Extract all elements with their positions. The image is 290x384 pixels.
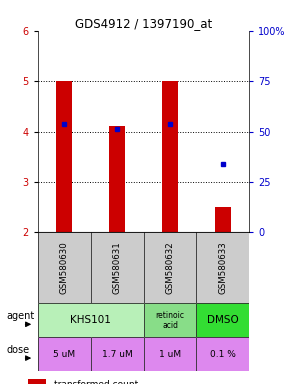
Bar [56,81,72,232]
Text: 1.7 uM: 1.7 uM [102,349,133,359]
Text: transformed count: transformed count [54,380,138,384]
Text: 1 uM: 1 uM [159,349,181,359]
Text: 0.1 %: 0.1 % [210,349,236,359]
FancyBboxPatch shape [90,232,144,303]
Bar [109,126,125,232]
Bar [28,379,46,384]
Bar [162,81,178,232]
Text: 5 uM: 5 uM [53,349,75,359]
Text: KHS101: KHS101 [70,315,111,325]
Text: GSM580632: GSM580632 [166,242,175,294]
Text: GSM580631: GSM580631 [113,242,122,294]
Title: GDS4912 / 1397190_at: GDS4912 / 1397190_at [75,17,212,30]
Text: agent: agent [6,311,35,321]
Text: retinoic
acid: retinoic acid [155,311,184,330]
FancyBboxPatch shape [197,232,249,303]
Text: GSM580633: GSM580633 [218,242,227,294]
Text: GSM580630: GSM580630 [60,242,69,294]
FancyBboxPatch shape [144,232,197,303]
Bar [215,207,231,232]
FancyBboxPatch shape [38,232,90,303]
Text: dose: dose [6,345,29,355]
Text: DMSO: DMSO [207,315,239,325]
